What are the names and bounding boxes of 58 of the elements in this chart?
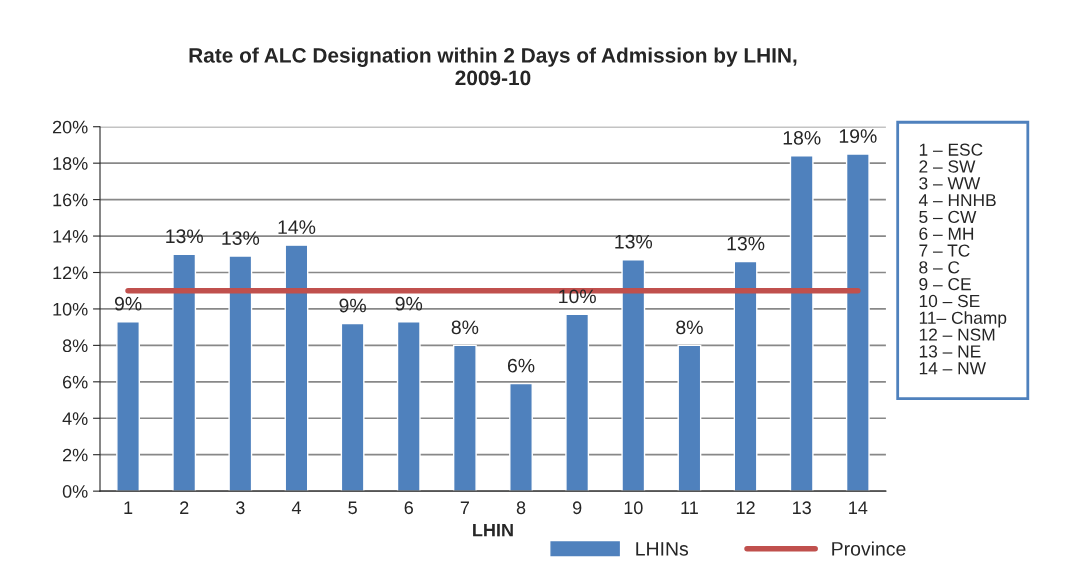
bar [677, 344, 702, 492]
data-label: 9% [395, 296, 423, 311]
x-tick-label: 14 [849, 501, 868, 514]
y-tick-label: 4% [62, 412, 88, 425]
data-label: 13% [727, 236, 765, 251]
y-tick-label: 10% [53, 302, 88, 316]
x-tick-label: 4 [291, 501, 301, 514]
y-tick-label: 6% [63, 375, 88, 389]
x-tick-label: 9 [572, 501, 582, 515]
x-axis-title: LHIN [473, 523, 513, 537]
bar [228, 255, 253, 492]
legend-label: LHINs [636, 542, 689, 556]
bar [340, 322, 365, 492]
x-tick-label: 13 [793, 501, 811, 515]
data-label: 19% [839, 129, 877, 143]
y-tick-label: 8% [62, 339, 88, 353]
y-tick-label: 12% [53, 266, 88, 280]
bar [845, 153, 870, 492]
x-tick-label: 10 [624, 501, 643, 515]
bar [621, 259, 646, 492]
x-tick-label: 8 [516, 501, 526, 515]
bar [565, 313, 590, 492]
x-tick-label: 7 [460, 501, 469, 514]
y-tick-label: 14% [53, 230, 88, 243]
x-tick-label: 3 [236, 501, 245, 515]
data-label: 8% [676, 320, 703, 335]
data-label: 6% [507, 358, 535, 373]
bar [789, 155, 814, 492]
bar [733, 260, 758, 492]
x-tick-label: 6 [404, 501, 413, 515]
data-label: 13% [222, 231, 260, 245]
bar [509, 382, 533, 492]
data-label: 9% [114, 296, 142, 311]
x-tick-label: 5 [348, 501, 357, 515]
data-label: 13% [615, 234, 653, 249]
data-label: 8% [451, 320, 479, 335]
data-label: 9% [339, 298, 366, 313]
data-label: 14% [278, 220, 316, 234]
y-tick-label: 0% [62, 485, 88, 498]
x-tick-label: 12 [736, 501, 755, 514]
data-label: 18% [783, 130, 821, 145]
x-tick-label: 2 [180, 501, 189, 514]
legend-label: Province [832, 541, 906, 556]
y-tick-label: 18% [53, 157, 88, 170]
y-tick-label: 2% [63, 448, 88, 462]
bar [452, 344, 477, 492]
data-label: 10% [559, 289, 596, 304]
bar [396, 320, 421, 492]
x-tick-label: 1 [124, 501, 133, 514]
chart-title: Rate of ALC Designation within 2 Days of Admission by LHIN, 2009-10 [189, 47, 797, 86]
y-tick-label: 20% [52, 120, 88, 134]
data-label: 13% [166, 229, 203, 244]
bar [116, 320, 140, 492]
bar [284, 244, 309, 492]
x-tick-label: 11 [681, 501, 698, 514]
text: 1 – ESC 2 – SW 3 – WW 4 – HNHB 5 – CW 6 – MH 7 – TC 8 – C 9 – CE 10 – SE 11– Champ 12 – NSM 13 – NE 14 – NW [918, 143, 1007, 375]
bar [172, 253, 197, 492]
y-tick-label: 16% [53, 193, 88, 207]
